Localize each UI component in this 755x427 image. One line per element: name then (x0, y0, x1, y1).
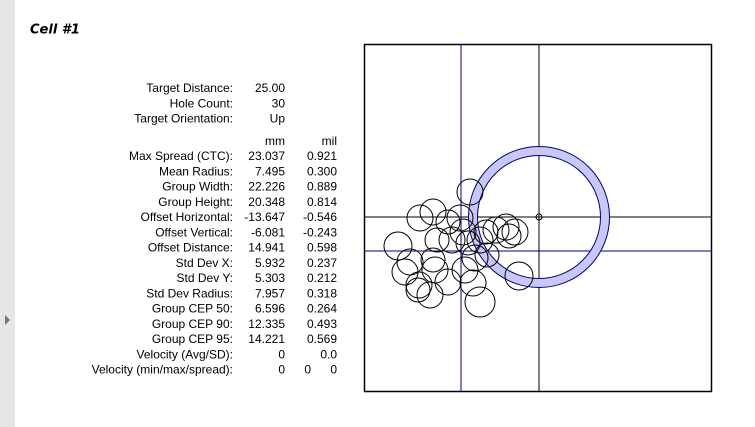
hole (492, 213, 520, 241)
stat-label: Offset Vertical: (155, 225, 233, 239)
stat-value: 0.212 (307, 271, 337, 285)
hole (434, 268, 462, 296)
target (363, 43, 713, 393)
stat-value: 0.569 (307, 332, 337, 346)
stat-value: -0.243 (303, 225, 337, 239)
hole (459, 269, 487, 297)
stat-value: Up (270, 112, 286, 126)
stat-value: 0.889 (307, 180, 337, 194)
stat-label: Mean Radius: (159, 164, 233, 178)
stat-value: 20.348 (248, 195, 285, 209)
hole (438, 226, 466, 254)
stat-value: 23.037 (248, 149, 285, 163)
stat-value: 0.318 (307, 286, 337, 300)
stat-value: 0.0 (320, 347, 337, 361)
stat-value: 5.303 (255, 271, 285, 285)
hole (456, 178, 484, 206)
hole (496, 223, 522, 249)
column-header: mil (322, 134, 337, 148)
stat-label: Velocity (min/max/spread): (92, 363, 233, 377)
stat-value: 7.495 (255, 164, 285, 178)
stat-label: Offset Horizontal: (141, 210, 233, 224)
hole (466, 226, 494, 254)
stat-value: 0.300 (307, 164, 337, 178)
stat-value: 6.596 (255, 302, 285, 316)
hole (449, 218, 477, 246)
stat-value: 14.221 (248, 332, 285, 346)
hole (446, 204, 474, 232)
hole (416, 281, 444, 309)
stat-value: 0 (278, 363, 285, 377)
stat-value: 22.226 (248, 180, 285, 194)
stat-label: Group Width: (162, 180, 233, 194)
stat-value: 30 (272, 96, 286, 110)
stat-value: 7.957 (255, 286, 285, 300)
hole (461, 244, 489, 272)
stat-value: 0 (278, 347, 285, 361)
hole (504, 261, 534, 291)
stat-label: Velocity (Avg/SD): (137, 347, 233, 361)
stat-label: Group CEP 95: (152, 332, 233, 346)
stat-label: Std Dev Y: (177, 271, 233, 285)
stat-value: 0.814 (307, 195, 337, 209)
stats-table: Target Distance: 25.00 Hole Count: 30 Target… (92, 81, 338, 377)
stat-value: 5.932 (255, 256, 285, 270)
hole (455, 230, 481, 256)
stat-label: Std Dev X: (176, 256, 233, 270)
stat-label: Target Orientation: (134, 112, 233, 126)
stat-label: Offset Distance: (148, 241, 233, 255)
hole (464, 286, 496, 318)
stat-value: 0.237 (307, 256, 337, 270)
hole (383, 231, 413, 261)
side-strip (0, 0, 15, 427)
stat-label: Std Dev Radius: (146, 286, 233, 300)
stat-value: 14.941 (248, 241, 285, 255)
cell-title: Cell #1 (30, 23, 80, 38)
stat-value: 0 (304, 363, 311, 377)
hole (435, 209, 461, 235)
hole (501, 218, 529, 246)
hole (420, 247, 446, 273)
hole (405, 271, 433, 299)
stat-label: Max Spread (CTC): (129, 149, 233, 163)
aim-point (535, 213, 543, 221)
stat-value: 0 (330, 363, 337, 377)
stat-label: Group Height: (158, 195, 233, 209)
stat-value: 25.00 (255, 81, 285, 95)
hole (474, 242, 500, 268)
hole (419, 198, 447, 226)
stat-value: -13.647 (244, 210, 285, 224)
column-header: mm (265, 134, 285, 148)
stat-label: Group CEP 50: (152, 302, 233, 316)
hole (482, 216, 510, 244)
stat-label: Target Distance: (146, 81, 233, 95)
hole (406, 204, 434, 232)
stat-value: 0.264 (307, 302, 337, 316)
stat-value: 12.335 (248, 317, 285, 331)
stat-label: Group CEP 90: (152, 317, 233, 331)
target-frame (363, 43, 713, 393)
stat-value: 0.921 (307, 149, 337, 163)
hole (424, 227, 450, 253)
stat-value: -0.546 (303, 210, 337, 224)
expand-arrow[interactable] (5, 315, 10, 325)
stat-value: 0.493 (307, 317, 337, 331)
hole (405, 277, 431, 303)
stat-value: -6.081 (251, 225, 285, 239)
stat-label: Hole Count: (170, 96, 233, 110)
holes (383, 178, 534, 318)
stat-value: 0.598 (307, 241, 337, 255)
